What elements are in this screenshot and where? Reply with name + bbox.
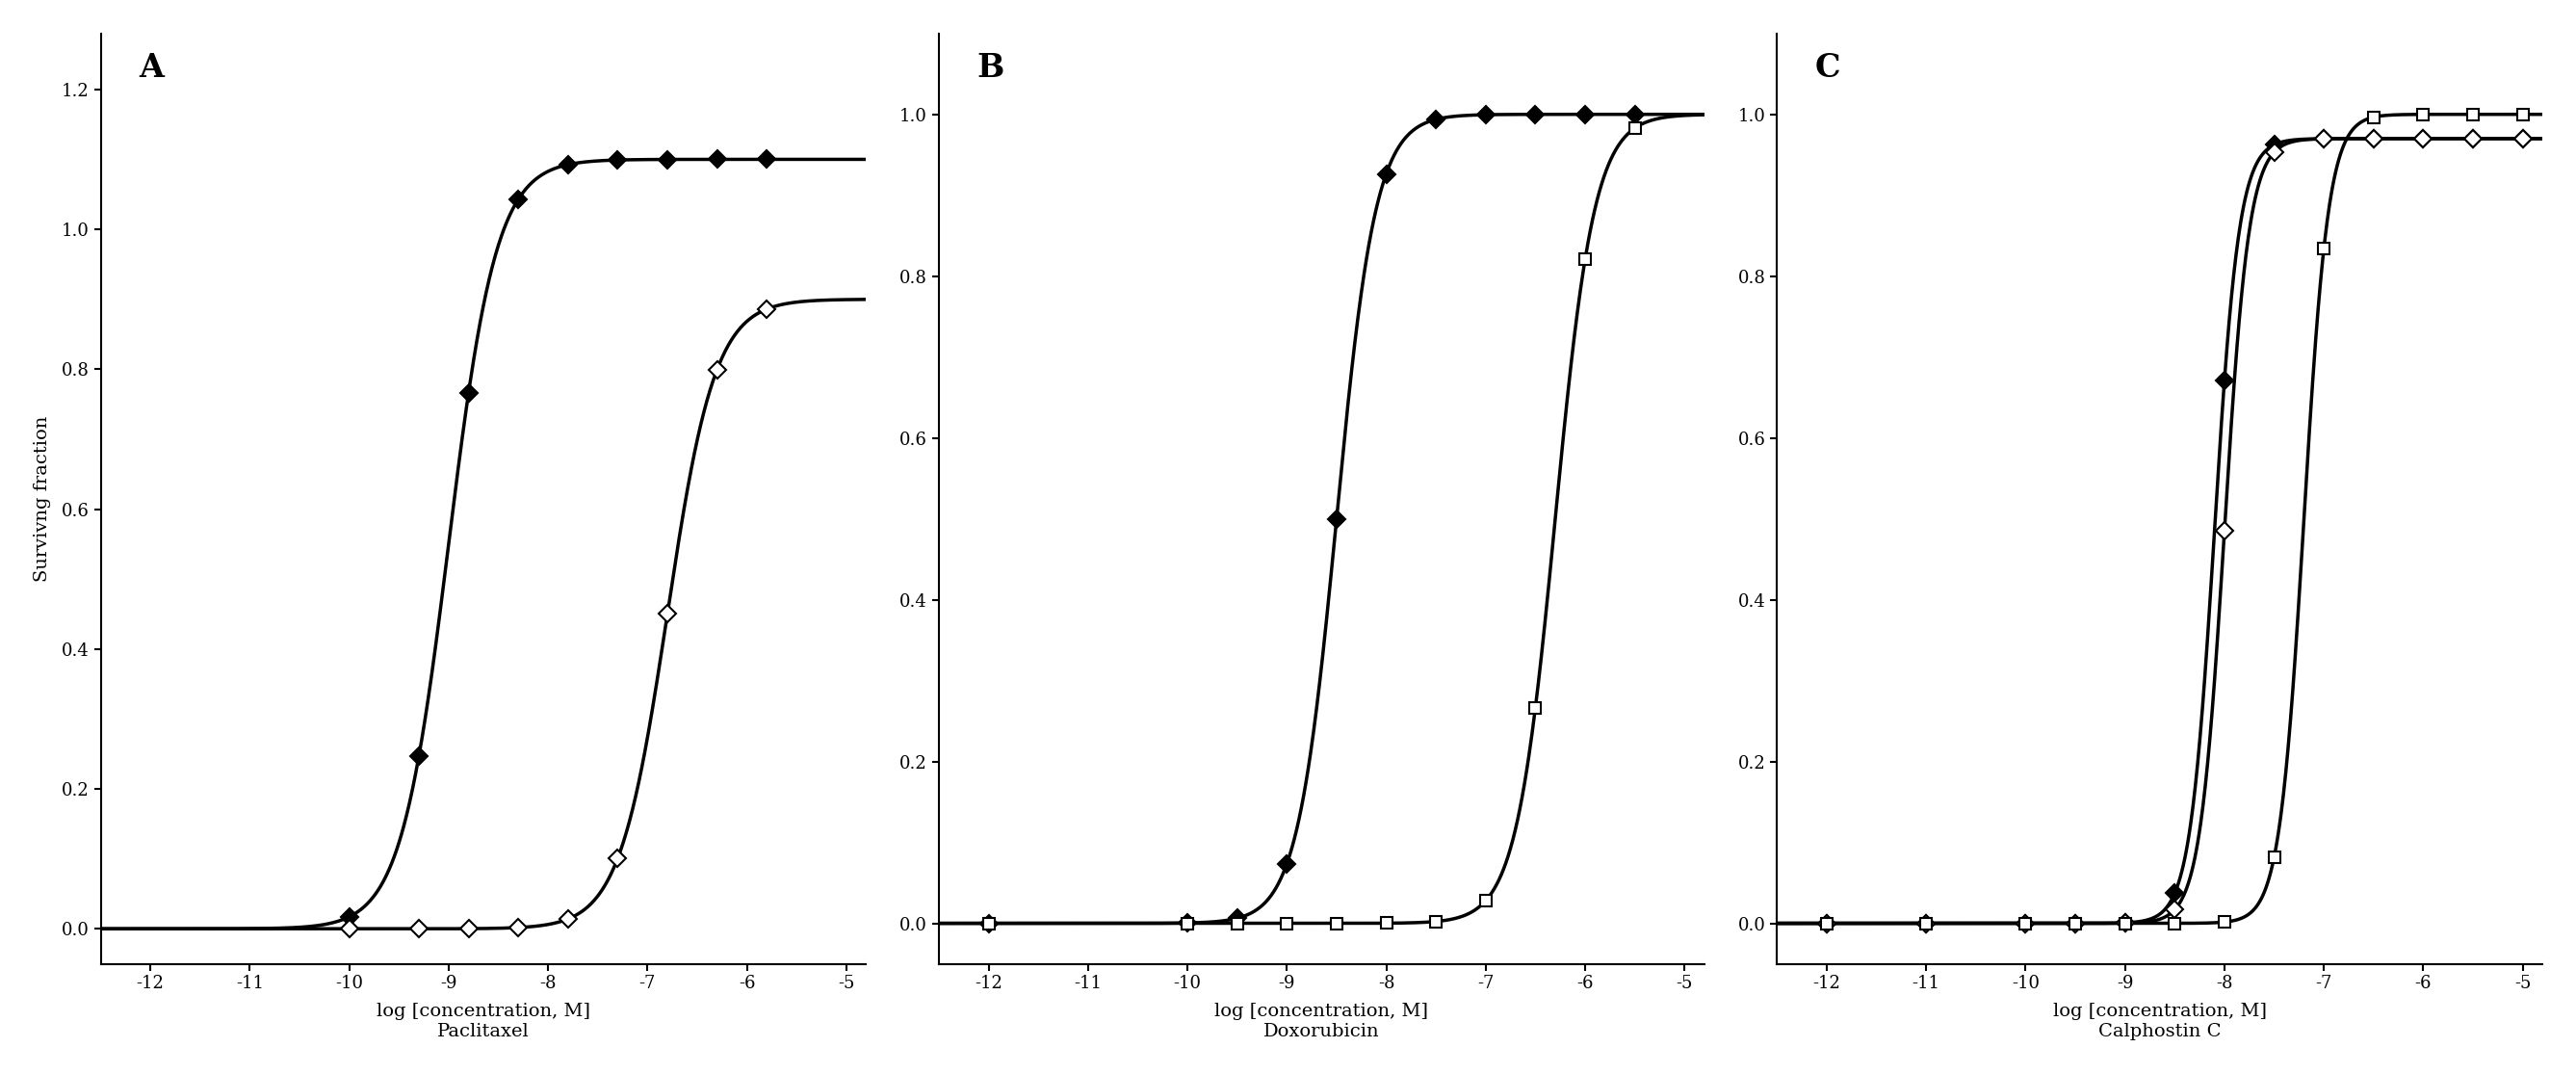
Y-axis label: Survivng fraction: Survivng fraction: [33, 416, 52, 582]
Text: B: B: [976, 52, 1005, 84]
X-axis label: log [concentration, M]
Doxorubicin: log [concentration, M] Doxorubicin: [1216, 1003, 1430, 1041]
Text: C: C: [1816, 52, 1842, 84]
X-axis label: log [concentration, M]
Paclitaxel: log [concentration, M] Paclitaxel: [376, 1003, 590, 1041]
X-axis label: log [concentration, M]
Calphostin C: log [concentration, M] Calphostin C: [2053, 1003, 2267, 1041]
Text: A: A: [139, 52, 165, 84]
